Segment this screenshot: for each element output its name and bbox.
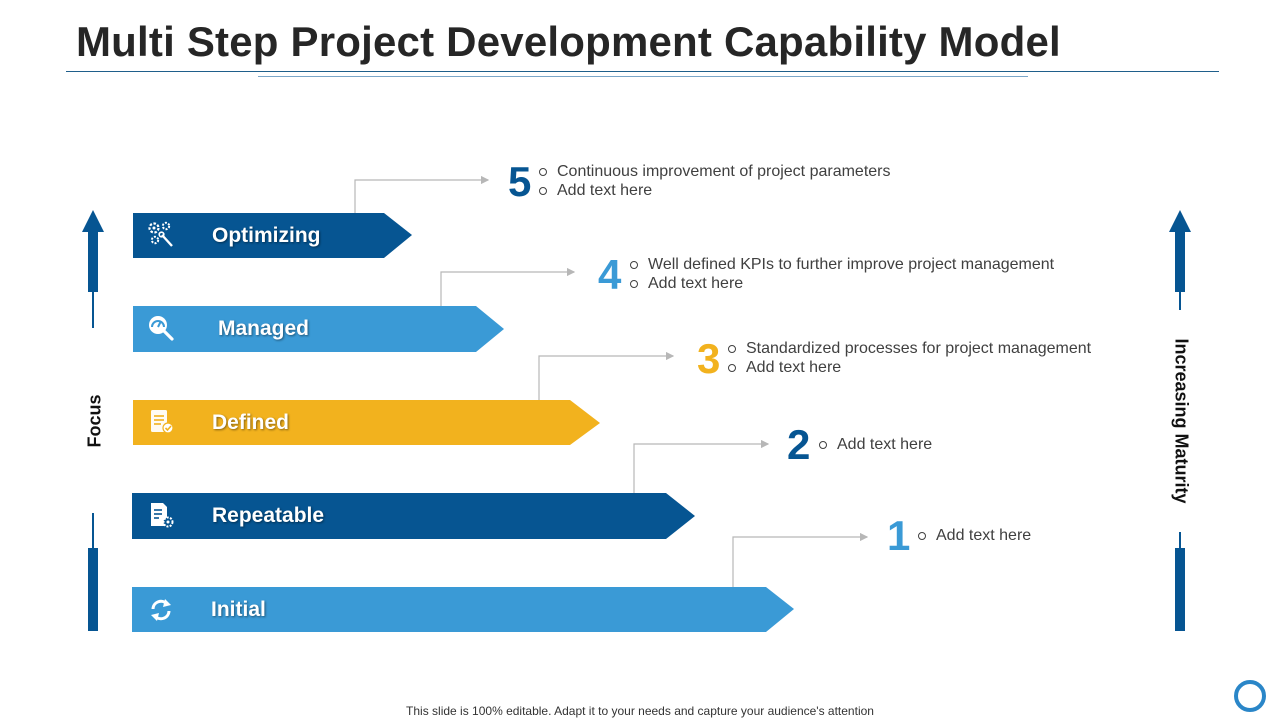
step-label-managed: Managed	[218, 317, 310, 340]
list-item: Well defined KPIs to further improve pro…	[629, 255, 1054, 274]
focus-axis-bar-lower	[88, 548, 98, 631]
step-bar-managed	[133, 306, 504, 352]
step-number-3: 3	[697, 335, 721, 382]
navigation-circle-icon[interactable]	[1234, 680, 1266, 712]
step-bar-optimizing	[133, 213, 412, 258]
page-title: Multi Step Project Development Capabilit…	[76, 18, 1061, 65]
step-label-initial: Initial	[211, 598, 266, 621]
step-4-bullets: Well defined KPIs to further improve pro…	[629, 255, 1054, 293]
focus-axis-bar-upper	[88, 230, 98, 292]
maturity-axis-bar-lower	[1175, 548, 1185, 631]
list-item: Add text here	[727, 358, 1091, 377]
connector-managed	[440, 267, 576, 306]
step-bar-initial	[132, 587, 794, 632]
step-label-optimizing: Optimizing	[212, 224, 321, 247]
title-underline-secondary	[258, 76, 1028, 77]
step-number-5: 5	[508, 158, 532, 205]
step-2-bullets: Add text here	[818, 435, 932, 454]
document-gear-icon	[151, 503, 174, 528]
gears-wrench-icon	[148, 221, 173, 247]
step-label-defined: Defined	[212, 411, 290, 434]
list-item: Add text here	[818, 435, 932, 454]
list-item: Add text here	[629, 274, 1054, 293]
list-item: Continuous improvement of project parame…	[538, 162, 891, 181]
step-label-repeatable: Repeatable	[212, 504, 325, 527]
gauge-search-icon	[149, 316, 174, 341]
list-item: Add text here	[538, 181, 891, 200]
step-number-1: 1	[887, 512, 911, 559]
list-item: Add text here	[917, 526, 1031, 545]
refresh-icon	[151, 599, 171, 621]
maturity-label: Increasing Maturity	[1171, 338, 1192, 504]
step-3-bullets: Standardized processes for project manag…	[727, 339, 1091, 377]
title-underline	[66, 71, 1219, 72]
checklist-icon	[151, 410, 174, 434]
connector-repeatable	[633, 439, 770, 493]
connector-initial	[732, 532, 869, 587]
focus-arrow-up-icon	[82, 210, 104, 232]
step-number-2: 2	[787, 421, 811, 468]
maturity-axis-bar-upper	[1175, 230, 1185, 292]
connector-optimizing	[354, 175, 490, 213]
focus-label: Focus	[84, 394, 105, 448]
step-1-bullets: Add text here	[917, 526, 1031, 545]
step-5-bullets: Continuous improvement of project parame…	[538, 162, 891, 200]
step-number-4: 4	[598, 251, 622, 298]
footer-note: This slide is 100% editable. Adapt it to…	[406, 704, 874, 718]
list-item: Standardized processes for project manag…	[727, 339, 1091, 358]
step-bar-repeatable	[132, 493, 695, 539]
maturity-arrow-up-icon	[1169, 210, 1191, 232]
step-bar-defined	[133, 400, 600, 445]
connector-defined	[538, 351, 675, 400]
